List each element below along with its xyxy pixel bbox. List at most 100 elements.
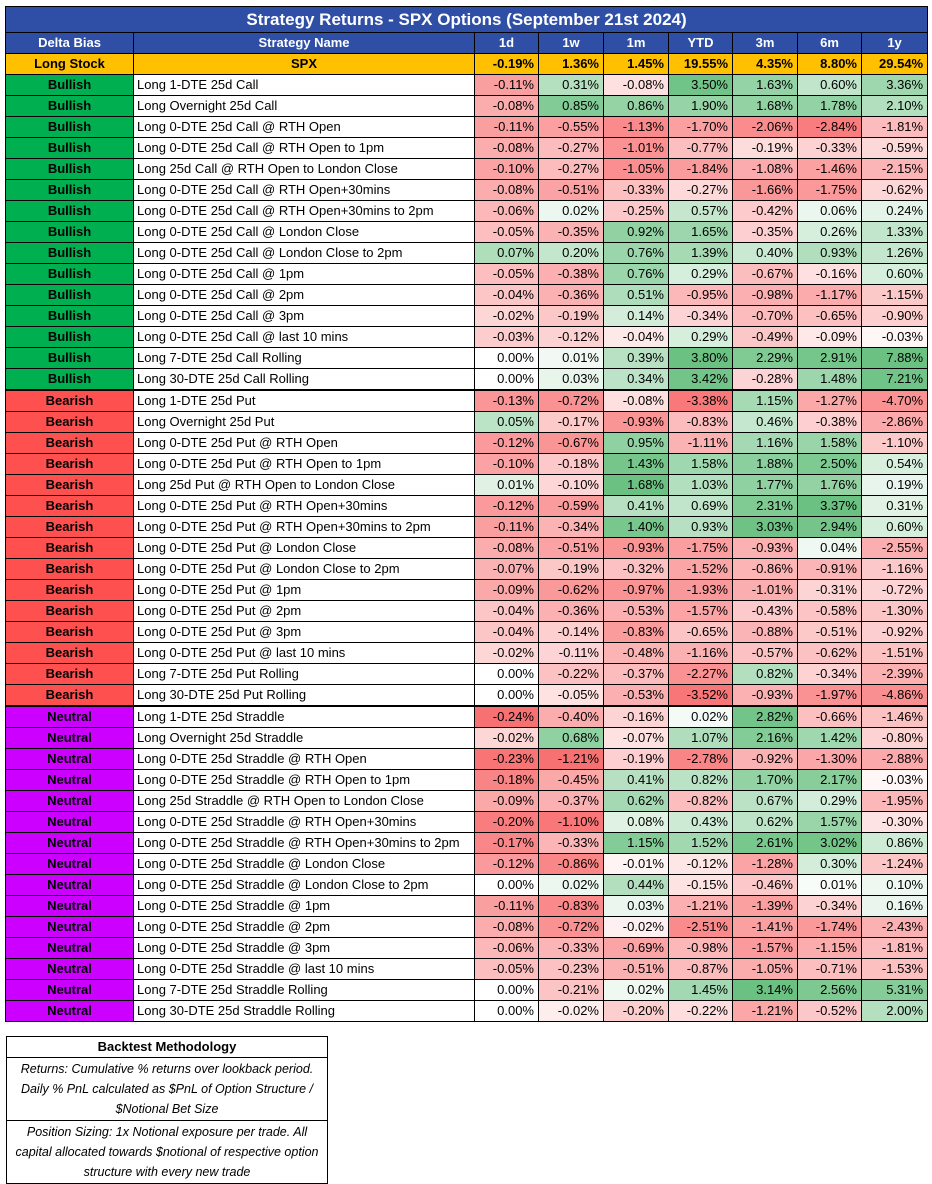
return-cell-1y: -1.81% bbox=[860, 937, 929, 959]
return-cell-1y: -0.03% bbox=[860, 326, 929, 348]
methodology-title: Backtest Methodology bbox=[7, 1037, 327, 1058]
header-3m: 3m bbox=[732, 32, 798, 54]
header-1y: 1y bbox=[860, 32, 929, 54]
return-cell-3m: 1.15% bbox=[732, 389, 798, 412]
delta-bias-cell: Bullish bbox=[5, 221, 134, 243]
stock-bias-cell: Long Stock bbox=[5, 53, 134, 75]
return-cell-1d: -0.08% bbox=[474, 179, 539, 201]
stock-name-cell: SPX bbox=[133, 53, 475, 75]
table-row: Bullish Long 0-DTE 25d Call @ 3pm -0.02% -0… bbox=[5, 305, 929, 327]
table-row: Neutral Long 0-DTE 25d Straddle @ London … bbox=[5, 874, 929, 896]
return-cell-6m: -0.58% bbox=[797, 600, 862, 622]
return-cell-6m: 0.26% bbox=[797, 221, 862, 243]
return-cell-1m: -1.01% bbox=[603, 137, 669, 159]
return-cell-3m: -1.21% bbox=[732, 1000, 798, 1022]
delta-bias-cell: Bearish bbox=[5, 432, 134, 454]
table-row: Bearish Long 1-DTE 25d Put -0.13% -0.72% -0.… bbox=[5, 389, 929, 412]
table-row: Bearish Long 0-DTE 25d Put @ London Close… bbox=[5, 558, 929, 580]
return-cell-ytd: 0.29% bbox=[668, 326, 733, 348]
return-cell-1m: 0.41% bbox=[603, 495, 669, 517]
return-cell-6m: 0.93% bbox=[797, 242, 862, 264]
return-cell-1d: -0.10% bbox=[474, 158, 539, 180]
return-cell-1m: 1.68% bbox=[603, 474, 669, 496]
return-cell-1m: -0.37% bbox=[603, 663, 669, 685]
delta-bias-cell: Bullish bbox=[5, 263, 134, 285]
return-cell-1w: 0.68% bbox=[538, 727, 604, 749]
strategy-name-cell: Long 0-DTE 25d Call @ RTH Open+30mins bbox=[133, 179, 475, 201]
return-cell-6m: 1.57% bbox=[797, 811, 862, 833]
stock-value-3m: 4.35% bbox=[732, 53, 798, 75]
return-cell-1w: -0.67% bbox=[538, 432, 604, 454]
return-cell-1w: -0.18% bbox=[538, 453, 604, 475]
return-cell-ytd: 1.58% bbox=[668, 453, 733, 475]
return-cell-1y: -1.46% bbox=[860, 705, 929, 728]
return-cell-1m: -0.83% bbox=[603, 621, 669, 643]
return-cell-1w: -0.11% bbox=[538, 642, 604, 664]
strategy-name-cell: Long 0-DTE 25d Call @ 3pm bbox=[133, 305, 475, 327]
return-cell-1w: 0.02% bbox=[538, 874, 604, 896]
return-cell-ytd: -1.70% bbox=[668, 116, 733, 138]
return-cell-6m: -0.62% bbox=[797, 642, 862, 664]
backtest-methodology-box: Backtest Methodology Returns: Cumulative… bbox=[6, 1036, 328, 1184]
return-cell-ytd: 0.82% bbox=[668, 769, 733, 791]
stock-value-6m: 8.80% bbox=[797, 53, 862, 75]
return-cell-1w: -0.14% bbox=[538, 621, 604, 643]
return-cell-1y: -4.70% bbox=[860, 389, 929, 412]
return-cell-ytd: -0.98% bbox=[668, 937, 733, 959]
delta-bias-cell: Bearish bbox=[5, 516, 134, 538]
return-cell-ytd: -0.82% bbox=[668, 790, 733, 812]
strategy-name-cell: Long Overnight 25d Call bbox=[133, 95, 475, 117]
return-cell-ytd: 1.03% bbox=[668, 474, 733, 496]
return-cell-1m: 1.15% bbox=[603, 832, 669, 854]
return-cell-1m: -0.08% bbox=[603, 74, 669, 96]
stock-value-1y: 29.54% bbox=[860, 53, 929, 75]
return-cell-1y: -0.72% bbox=[860, 579, 929, 601]
return-cell-3m: -0.19% bbox=[732, 137, 798, 159]
return-cell-1y: -0.80% bbox=[860, 727, 929, 749]
strategy-name-cell: Long 0-DTE 25d Put @ RTH Open to 1pm bbox=[133, 453, 475, 475]
header-1d: 1d bbox=[474, 32, 539, 54]
header-1m: 1m bbox=[603, 32, 669, 54]
return-cell-ytd: 3.50% bbox=[668, 74, 733, 96]
return-cell-1w: -0.33% bbox=[538, 832, 604, 854]
delta-bias-cell: Neutral bbox=[5, 895, 134, 917]
return-cell-6m: 0.04% bbox=[797, 537, 862, 559]
return-cell-ytd: -1.52% bbox=[668, 558, 733, 580]
return-cell-1m: -0.93% bbox=[603, 411, 669, 433]
return-cell-6m: -2.84% bbox=[797, 116, 862, 138]
return-cell-1w: -0.22% bbox=[538, 663, 604, 685]
return-cell-1m: -0.02% bbox=[603, 916, 669, 938]
strategy-name-cell: Long 0-DTE 25d Put @ London Close bbox=[133, 537, 475, 559]
table-row: Bullish Long 0-DTE 25d Call @ 1pm -0.05% -0… bbox=[5, 263, 929, 285]
return-cell-3m: -2.06% bbox=[732, 116, 798, 138]
return-cell-1d: -0.17% bbox=[474, 832, 539, 854]
return-cell-1w: -0.72% bbox=[538, 916, 604, 938]
return-cell-1y: 0.16% bbox=[860, 895, 929, 917]
delta-bias-cell: Bullish bbox=[5, 200, 134, 222]
return-cell-ytd: 1.90% bbox=[668, 95, 733, 117]
return-cell-3m: -0.93% bbox=[732, 537, 798, 559]
return-cell-1m: -0.19% bbox=[603, 748, 669, 770]
return-cell-ytd: -3.52% bbox=[668, 684, 733, 707]
delta-bias-cell: Bearish bbox=[5, 642, 134, 664]
strategy-name-cell: Long 0-DTE 25d Straddle @ 1pm bbox=[133, 895, 475, 917]
delta-bias-cell: Bearish bbox=[5, 389, 134, 412]
delta-bias-cell: Bearish bbox=[5, 558, 134, 580]
return-cell-1d: -0.03% bbox=[474, 326, 539, 348]
return-cell-1d: -0.11% bbox=[474, 74, 539, 96]
return-cell-6m: -0.65% bbox=[797, 305, 862, 327]
return-cell-6m: 0.30% bbox=[797, 853, 862, 875]
return-cell-3m: -0.43% bbox=[732, 600, 798, 622]
return-cell-1d: 0.00% bbox=[474, 979, 539, 1001]
table-row: Neutral Long 0-DTE 25d Straddle @ RTH Ope… bbox=[5, 769, 929, 791]
return-cell-1w: 0.01% bbox=[538, 347, 604, 369]
return-cell-1y: -0.03% bbox=[860, 769, 929, 791]
return-cell-1m: 0.14% bbox=[603, 305, 669, 327]
return-cell-1y: -0.90% bbox=[860, 305, 929, 327]
return-cell-1d: -0.04% bbox=[474, 621, 539, 643]
strategy-name-cell: Long 0-DTE 25d Call @ 2pm bbox=[133, 284, 475, 306]
return-cell-3m: 1.77% bbox=[732, 474, 798, 496]
delta-bias-cell: Neutral bbox=[5, 705, 134, 728]
return-cell-1d: -0.07% bbox=[474, 558, 539, 580]
return-cell-1m: -0.04% bbox=[603, 326, 669, 348]
